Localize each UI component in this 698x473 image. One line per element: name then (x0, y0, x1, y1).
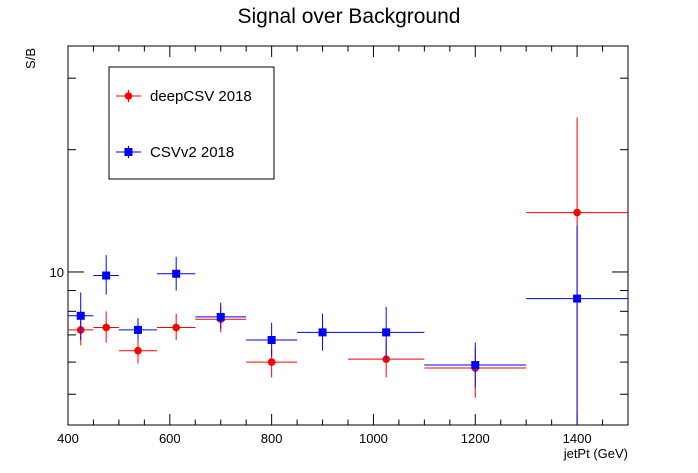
legend-entry-csvv2: CSVv2 2018 (116, 144, 234, 161)
data-point (93, 311, 119, 343)
marker-square (134, 325, 142, 334)
y-axis: 10 (50, 77, 628, 395)
marker-circle (134, 346, 142, 355)
data-point (118, 337, 158, 364)
marker-square (382, 328, 391, 337)
data-point (157, 256, 196, 291)
data-point (348, 306, 425, 360)
data-point (246, 322, 298, 357)
legend-label-deepcsv: deepCSV 2018 (150, 88, 252, 105)
marker-circle (382, 355, 390, 363)
data-point (195, 302, 247, 329)
legend-entry-deepcsv: deepCSV 2018 (116, 88, 252, 105)
data-point (297, 313, 348, 351)
x-tick-label: 1000 (359, 431, 388, 446)
data-point (526, 225, 628, 425)
marker-circle (267, 358, 276, 366)
y-tick-label: 10 (50, 265, 64, 280)
legend-box (108, 66, 275, 180)
x-axis-label: jetPt (GeV) (563, 446, 628, 461)
data-point (118, 318, 158, 341)
marker-square (172, 269, 181, 278)
marker-square (318, 328, 327, 337)
legend-marker-square (124, 148, 133, 156)
marker-square (573, 294, 582, 303)
x-tick-label: 600 (159, 431, 181, 446)
marker-square (102, 271, 111, 280)
series-csvv2 (68, 225, 628, 425)
marker-square (216, 312, 225, 321)
x-axis: 400 600 800 1000 1200 1400 (57, 46, 629, 446)
marker-square (471, 361, 480, 370)
legend-label-csvv2: CSVv2 2018 (150, 144, 234, 161)
marker-square (76, 311, 85, 320)
x-tick-label: 1200 (461, 431, 490, 446)
x-tick-label: 1400 (563, 431, 592, 446)
series-layer (68, 117, 628, 425)
x-tick-label: 400 (57, 431, 79, 446)
data-point (93, 255, 119, 295)
chart-title: Signal over Background (238, 5, 461, 28)
y-axis-label: S/B (23, 48, 38, 69)
data-point (68, 292, 94, 341)
marker-circle (172, 323, 180, 332)
data-point (424, 342, 527, 388)
data-point (157, 313, 196, 341)
marker-square (267, 336, 276, 345)
legend-marker-circle (124, 92, 133, 100)
marker-circle (102, 323, 110, 332)
legend: deepCSV 2018 CSVv2 2018 (108, 66, 275, 180)
x-tick-label: 800 (261, 431, 283, 446)
marker-circle (573, 208, 581, 217)
